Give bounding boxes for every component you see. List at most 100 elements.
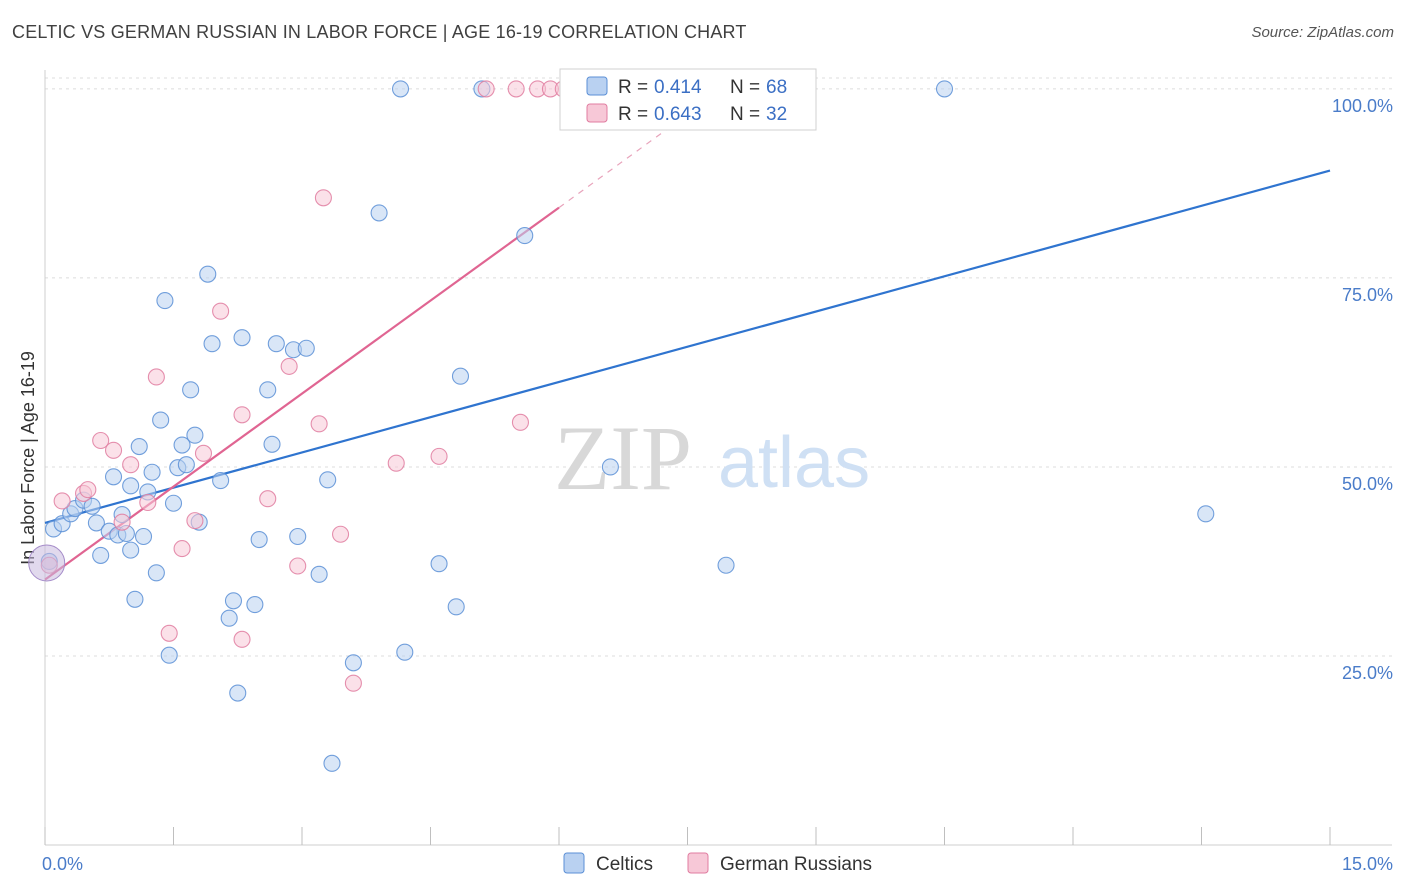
- point-celtics: [259, 381, 277, 399]
- point-celtics: [173, 436, 191, 454]
- bottom-legend-german-russians: German Russians: [720, 854, 872, 875]
- point-german-russians: [477, 80, 495, 98]
- watermark-zip: ZIP: [554, 407, 692, 509]
- point-german-russians: [233, 406, 251, 424]
- point-celtics: [267, 335, 285, 353]
- point-german-russians: [212, 302, 230, 320]
- y-tick-label: 100.0%: [1332, 96, 1393, 116]
- point-german-russians: [430, 447, 448, 465]
- legend-r-value-celtics: 0.414: [654, 77, 702, 98]
- bottom-legend-swatch-celtics: [563, 852, 585, 874]
- watermark-atlas: atlas: [718, 423, 870, 503]
- point-german-russians: [344, 674, 362, 692]
- point-celtics: [391, 80, 410, 98]
- trend-line-german-russians: [44, 206, 560, 581]
- point-german-russians: [233, 630, 251, 648]
- point-celtics: [289, 527, 307, 546]
- point-celtics: [717, 556, 735, 574]
- point-celtics: [516, 227, 534, 245]
- point-celtics: [177, 456, 195, 474]
- point-german-russians: [310, 415, 328, 433]
- legend-n-label-german-russians: N =: [730, 104, 760, 125]
- point-celtics: [233, 329, 251, 347]
- trend-line-celtics: [44, 169, 1331, 524]
- point-celtics: [143, 463, 161, 481]
- point-celtics: [310, 565, 328, 583]
- point-celtics: [147, 564, 165, 582]
- point-celtics: [83, 497, 101, 515]
- point-celtics: [344, 654, 362, 672]
- point-german-russians: [314, 189, 332, 207]
- point-german-russians: [259, 490, 277, 508]
- point-celtics: [122, 477, 140, 495]
- point-german-russians: [507, 80, 525, 98]
- point-celtics: [447, 598, 465, 616]
- point-celtics: [134, 527, 153, 546]
- chart-title: CELTIC VS GERMAN RUSSIAN IN LABOR FORCE …: [12, 22, 747, 42]
- point-celtics: [250, 530, 268, 549]
- point-german-russians: [511, 413, 530, 431]
- point-celtics: [229, 684, 247, 702]
- y-axis-label: In Labor Force | Age 16-19: [18, 351, 38, 565]
- point-celtics: [130, 437, 148, 456]
- grid-layer: [45, 77, 1392, 657]
- point-german-russians: [53, 492, 71, 510]
- point-german-russians: [280, 357, 298, 375]
- point-celtics: [319, 471, 337, 489]
- point-celtics: [246, 596, 264, 614]
- point-german-russians: [113, 513, 131, 531]
- point-celtics: [186, 426, 204, 444]
- point-celtics: [164, 494, 183, 512]
- source-label: Source: ZipAtlas.com: [1251, 24, 1394, 41]
- point-celtics: [224, 592, 243, 610]
- x-tick-label: 15.0%: [1342, 854, 1393, 874]
- point-celtics: [160, 646, 178, 664]
- point-celtics: [220, 609, 238, 627]
- y-tick-label: 25.0%: [1342, 663, 1393, 683]
- point-celtics: [87, 514, 105, 532]
- legend-n-value-celtics: 68: [766, 77, 787, 98]
- point-celtics: [370, 204, 388, 222]
- point-german-russians: [387, 454, 405, 472]
- legend-swatch-celtics: [586, 76, 608, 96]
- point-german-russians: [122, 456, 140, 474]
- point-celtics: [92, 546, 110, 564]
- trend-line-extension: [558, 123, 676, 209]
- legend-r-label-celtics: R =: [618, 77, 648, 98]
- point-german-russians: [104, 441, 123, 459]
- trend-layer: [44, 123, 1331, 581]
- legend-r-label-german-russians: R =: [618, 104, 648, 125]
- point-german-russians: [79, 481, 97, 499]
- bottom-legend-celtics: Celtics: [596, 854, 653, 875]
- point-german-russians: [160, 624, 178, 642]
- point-german-russians: [289, 557, 307, 575]
- bottom-legend-swatch-german-russians: [687, 852, 709, 874]
- legend-r-value-german-russians: 0.643: [654, 104, 702, 125]
- point-german-russians: [173, 540, 191, 558]
- legend-n-value-german-russians: 32: [766, 104, 787, 125]
- x-tick-label: 0.0%: [42, 854, 83, 874]
- point-celtics: [323, 754, 341, 772]
- point-celtics: [297, 339, 315, 357]
- point-german-russians: [331, 525, 350, 543]
- point-celtics: [601, 458, 619, 476]
- point-celtics: [396, 643, 414, 661]
- point-celtics: [104, 468, 123, 486]
- point-celtics: [156, 292, 174, 310]
- point-cluster: [28, 544, 66, 582]
- point-celtics: [263, 435, 281, 453]
- point-celtics: [199, 265, 217, 283]
- point-german-russians: [147, 368, 165, 386]
- y-tick-label: 50.0%: [1342, 474, 1393, 494]
- point-german-russians: [92, 431, 110, 450]
- point-german-russians: [139, 493, 157, 512]
- bottom-legend: Celtics German Russians: [563, 852, 872, 875]
- point-celtics: [1197, 505, 1215, 523]
- axis-layer: 25.0% 50.0% 75.0% 100.0% 0.0% 15.0%: [42, 70, 1393, 874]
- y-tick-label: 75.0%: [1342, 285, 1393, 305]
- point-celtics: [152, 411, 170, 429]
- point-celtics: [126, 590, 144, 608]
- point-german-russians: [194, 444, 213, 462]
- point-celtics: [203, 335, 221, 353]
